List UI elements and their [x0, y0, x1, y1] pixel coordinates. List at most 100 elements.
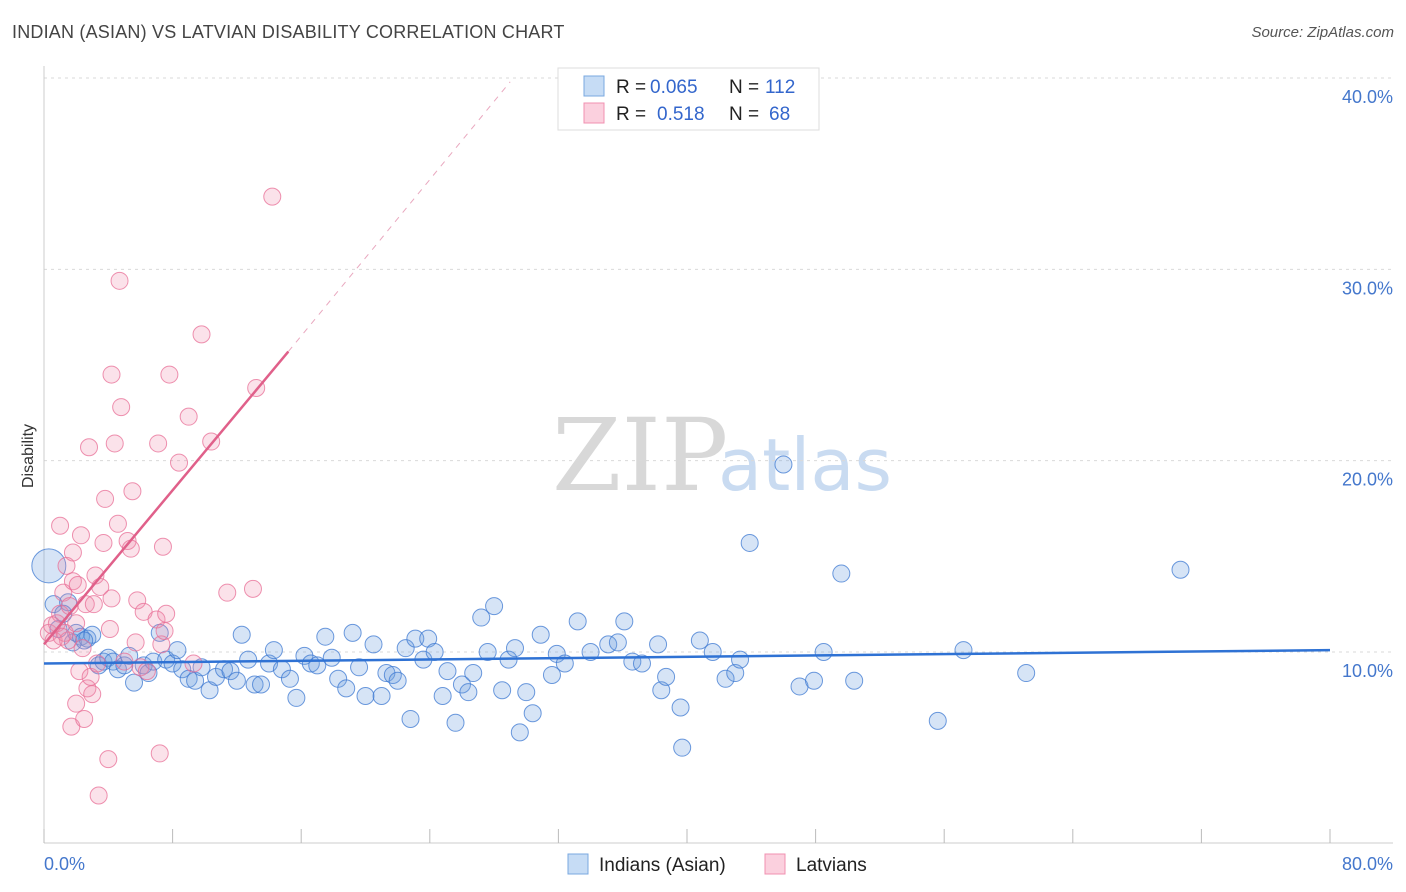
legend-swatch-indians — [583, 75, 605, 97]
latvians-point — [192, 325, 211, 344]
latvians-point — [218, 583, 237, 602]
watermark-atlas: atlas — [718, 423, 892, 507]
indians-point — [652, 681, 671, 700]
indians-point — [406, 629, 425, 648]
latvians-point — [89, 786, 108, 805]
indians-point — [356, 687, 375, 706]
latvians-point — [71, 526, 90, 545]
indians-point — [671, 698, 690, 717]
indians-point — [163, 654, 182, 673]
y-tick-label-10: 10.0% — [1342, 661, 1393, 681]
latvians-point — [155, 621, 174, 640]
latvians-point — [96, 489, 115, 508]
indians-point — [774, 455, 793, 474]
latvians-point — [102, 589, 121, 608]
data-points — [31, 187, 1190, 805]
legend-n-label-latvians: N = — [729, 104, 759, 125]
indians-point — [301, 654, 320, 673]
indians-point — [433, 687, 452, 706]
indians-point — [657, 667, 676, 686]
latvians-point — [102, 365, 121, 384]
legend-n-value-indians: 112 — [765, 77, 795, 98]
latvians-point — [157, 604, 176, 623]
indians-point — [673, 738, 692, 757]
latvians-point — [67, 614, 86, 633]
latvians-point — [112, 398, 131, 417]
indians-point — [804, 671, 823, 690]
indians-point — [280, 669, 299, 688]
indians-point — [264, 641, 283, 660]
indians-point — [615, 612, 634, 631]
latvians-point — [78, 679, 97, 698]
indians-point — [517, 683, 536, 702]
indians-point — [350, 658, 369, 677]
legend-r-value-latvians: 0.518 — [657, 104, 705, 125]
indians-point — [372, 687, 391, 706]
latvians-point — [243, 579, 262, 598]
x-tick-label-max: 80.0% — [1342, 854, 1393, 874]
legend-bottom-swatch-indians — [567, 853, 589, 875]
chart-title: INDIAN (ASIAN) VS LATVIAN DISABILITY COR… — [12, 22, 565, 42]
indians-point — [845, 671, 864, 690]
indians-point — [505, 639, 524, 658]
indians-point — [731, 650, 750, 669]
indians-point — [316, 627, 335, 646]
legend-n-label-indians: N = — [729, 77, 759, 98]
latvians-point — [126, 633, 145, 652]
indians-point — [523, 704, 542, 723]
indians-point — [239, 650, 258, 669]
latvians-point — [170, 453, 189, 472]
y-tick-labels: 10.0% 20.0% 30.0% 40.0% — [1342, 87, 1393, 681]
trend-lines — [43, 81, 1331, 665]
indians-point — [438, 662, 457, 681]
x-tick-labels: 0.0% 80.0% — [44, 854, 1393, 874]
indians-point — [726, 664, 745, 683]
indians-point — [485, 597, 504, 616]
source-note: Source: ZipAtlas.com — [1251, 24, 1394, 41]
indians-point — [493, 681, 512, 700]
latvians-point — [67, 694, 86, 713]
latvians-point — [73, 639, 92, 658]
indians-point — [252, 675, 271, 694]
legend-r-label-indians: R = — [616, 77, 646, 98]
indians-point — [568, 612, 587, 631]
latvians-point — [52, 627, 71, 646]
latvians-point — [100, 620, 119, 639]
grid — [44, 77, 1393, 653]
indians-point — [44, 595, 63, 614]
indians-point — [649, 635, 668, 654]
latvians-point — [150, 744, 169, 763]
indians-point — [383, 665, 402, 684]
indians-point — [472, 608, 491, 627]
latvians-point — [51, 516, 70, 535]
indians-point — [31, 548, 67, 584]
latvians-point — [153, 537, 172, 556]
series-latvians — [39, 187, 282, 805]
indians-point — [531, 625, 550, 644]
latvians-point — [128, 591, 147, 610]
indians-point — [232, 625, 251, 644]
watermark-zip: ZIP — [552, 397, 728, 514]
latvians-point — [68, 576, 87, 595]
indians-point — [388, 671, 407, 690]
indians-point — [608, 633, 627, 652]
watermark: ZIP atlas — [552, 397, 892, 514]
latvians-point — [184, 654, 203, 673]
latvians-point — [160, 365, 179, 384]
indians-point — [245, 675, 264, 694]
latvians-point — [80, 438, 99, 457]
indians-point — [478, 643, 497, 661]
indians-point — [446, 713, 465, 732]
indians-point — [814, 643, 833, 661]
indians-point — [1171, 560, 1190, 579]
indians-point — [542, 665, 561, 684]
indians-point — [703, 643, 722, 661]
legend-series: Indians (Asian) Latvians — [567, 853, 867, 876]
latvians-point — [105, 434, 124, 453]
latvians-point — [99, 750, 118, 769]
indians-trend-line — [43, 648, 1331, 665]
indians-point — [740, 533, 759, 552]
latvians-point — [83, 685, 102, 704]
latvians-point — [110, 271, 129, 290]
latvians-trend-extension — [287, 81, 511, 352]
